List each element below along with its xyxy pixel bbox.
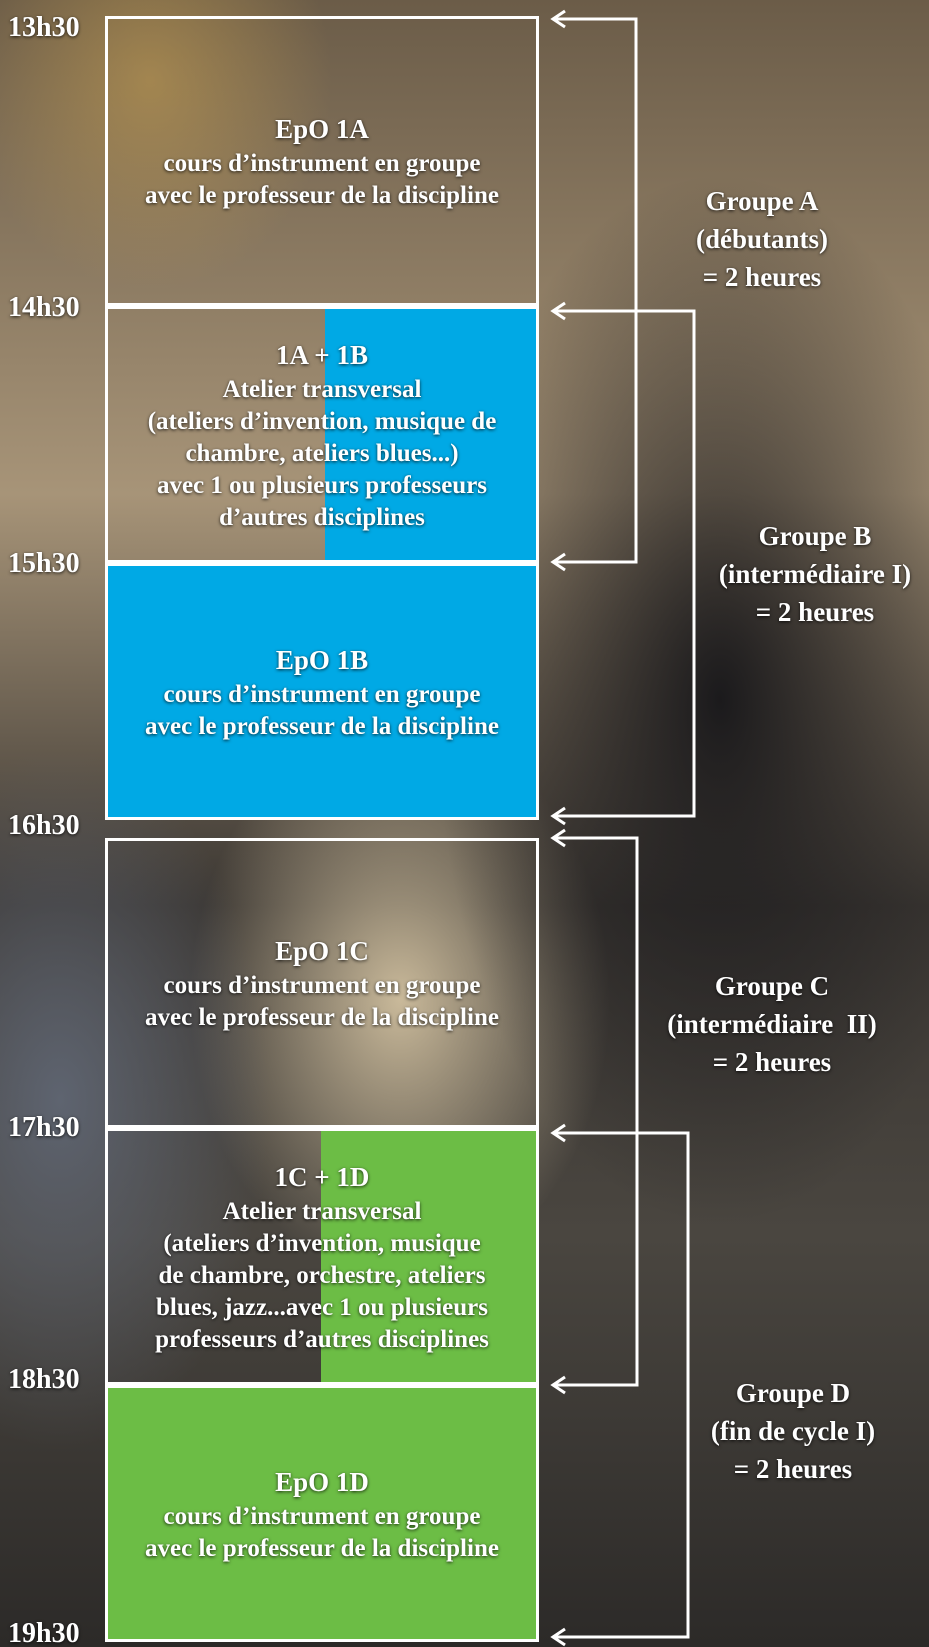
- group-name: Groupe A: [705, 186, 819, 216]
- time-label: 15h30: [8, 548, 80, 579]
- time-label: 16h30: [8, 810, 80, 841]
- block-line: avec le professeur de la discipline: [145, 1534, 499, 1562]
- block-title: 1C + 1D: [274, 1161, 370, 1192]
- block-line: avec le professeur de la discipline: [145, 182, 499, 209]
- block-line: avec le professeur de la discipline: [145, 712, 499, 740]
- block-line: de chambre, orchestre, ateliers: [158, 1261, 486, 1289]
- block-line: professeurs d’autres disciplines: [155, 1325, 489, 1353]
- block-title: EpO 1D: [275, 1466, 369, 1497]
- block-line: Atelier transversal: [222, 1197, 422, 1225]
- block-line: avec le professeur de la discipline: [145, 1004, 499, 1031]
- block-title: 1A + 1B: [276, 339, 368, 370]
- block-line: Atelier transversal: [222, 375, 422, 403]
- group-line: = 2 heures: [733, 1454, 853, 1484]
- group-label: Groupe C (intermédiaire II) = 2 heures: [642, 967, 902, 1081]
- time-label: 17h30: [8, 1112, 80, 1143]
- block-title: EpO 1C: [275, 936, 369, 966]
- block-line: cours d’instrument en groupe: [163, 150, 481, 177]
- time-label: 14h30: [8, 292, 80, 323]
- group-line: (débutants): [695, 224, 829, 254]
- time-label: 13h30: [8, 12, 80, 43]
- group-label: Groupe A (débutants) = 2 heures: [632, 182, 892, 296]
- block-line: cours d’instrument en groupe: [163, 972, 481, 999]
- group-name: Groupe D: [735, 1378, 851, 1408]
- group-bracket: [550, 1123, 690, 1647]
- block-line: chambre, ateliers blues...): [185, 439, 459, 467]
- block-line: (ateliers d’invention, musique de: [147, 407, 497, 435]
- block-line: (ateliers d’invention, musique: [163, 1229, 481, 1257]
- group-line: = 2 heures: [712, 1047, 832, 1077]
- group-line: = 2 heures: [755, 597, 875, 627]
- schedule-block: 1A + 1B Atelier transversal (ateliers d’in…: [105, 306, 539, 563]
- block-line: cours d’instrument en groupe: [163, 680, 481, 708]
- block-title: EpO 1B: [275, 644, 369, 675]
- group-bracket: [550, 301, 696, 826]
- group-line: = 2 heures: [702, 262, 822, 292]
- schedule-block: EpO 1C cours d’instrument en groupe avec l…: [105, 838, 539, 1128]
- schedule-block: EpO 1A cours d’instrument en groupe avec l…: [105, 16, 539, 306]
- group-bracket: [550, 9, 638, 572]
- group-name: Groupe C: [714, 971, 830, 1001]
- group-bracket: [550, 828, 639, 1395]
- group-name: Groupe B: [758, 521, 872, 551]
- block-line: blues, jazz...avec 1 ou plusieurs: [156, 1293, 488, 1321]
- group-line: (fin de cycle I): [710, 1416, 876, 1446]
- schedule-block: EpO 1D cours d’instrument en groupe avec l…: [105, 1385, 539, 1642]
- block-line: d’autres disciplines: [219, 503, 425, 531]
- time-label: 18h30: [8, 1364, 80, 1395]
- block-line: cours d’instrument en groupe: [163, 1502, 481, 1530]
- group-label: Groupe B (intermédiaire I) = 2 heures: [685, 517, 929, 631]
- group-line: (intermédiaire I): [718, 559, 912, 589]
- group-label: Groupe D (fin de cycle I) = 2 heures: [663, 1374, 923, 1488]
- block-line: avec 1 ou plusieurs professeurs: [156, 471, 488, 499]
- schedule-block: EpO 1B cours d’instrument en groupe avec l…: [105, 563, 539, 820]
- time-label: 19h30: [8, 1618, 80, 1647]
- group-line: (intermédiaire II): [667, 1009, 877, 1039]
- schedule-block: 1C + 1D Atelier transversal (ateliers d’in…: [105, 1128, 539, 1385]
- block-title: EpO 1A: [275, 114, 369, 144]
